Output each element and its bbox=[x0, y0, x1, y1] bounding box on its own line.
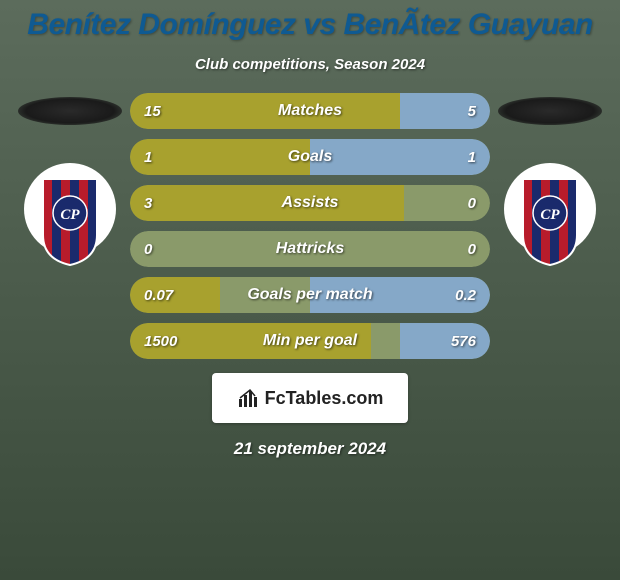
right-player-col: CP bbox=[490, 93, 610, 273]
stat-label: Goals per match bbox=[130, 277, 490, 313]
player-left-shadow bbox=[18, 97, 122, 125]
stat-value-right: 5 bbox=[468, 93, 476, 129]
player-right-shadow bbox=[498, 97, 602, 125]
brand-logo: FcTables.com bbox=[237, 387, 384, 409]
stat-row: 15Matches5 bbox=[130, 93, 490, 129]
stat-value-right: 0 bbox=[468, 231, 476, 267]
svg-text:CP: CP bbox=[540, 207, 560, 223]
stats-column: 15Matches51Goals13Assists00Hattricks00.0… bbox=[130, 93, 490, 359]
page-title: Benítez Domínguez vs BenÃ­tez Guayuan bbox=[27, 8, 592, 42]
stat-row: 0.07Goals per match0.2 bbox=[130, 277, 490, 313]
stat-row: 1500Min per goal576 bbox=[130, 323, 490, 359]
stat-row: 1Goals1 bbox=[130, 139, 490, 175]
stat-label: Matches bbox=[130, 93, 490, 129]
brand-badge[interactable]: FcTables.com bbox=[212, 373, 408, 423]
stat-value-right: 0 bbox=[468, 185, 476, 221]
club-badge-left: CP bbox=[24, 163, 116, 273]
main-row: CP 15Matches51Goals13Assists00Hattricks0… bbox=[0, 93, 620, 359]
stat-row: 0Hattricks0 bbox=[130, 231, 490, 267]
stat-value-right: 576 bbox=[451, 323, 476, 359]
stat-label: Assists bbox=[130, 185, 490, 221]
stat-label: Goals bbox=[130, 139, 490, 175]
stat-value-right: 0.2 bbox=[455, 277, 476, 313]
stat-row: 3Assists0 bbox=[130, 185, 490, 221]
stat-label: Min per goal bbox=[130, 323, 490, 359]
comparison-card: Benítez Domínguez vs BenÃ­tez Guayuan Cl… bbox=[0, 0, 620, 580]
date-text: 21 september 2024 bbox=[234, 439, 386, 459]
club-badge-right: CP bbox=[504, 163, 596, 273]
stat-value-right: 1 bbox=[468, 139, 476, 175]
page-subtitle: Club competitions, Season 2024 bbox=[195, 56, 425, 73]
brand-text: FcTables.com bbox=[265, 388, 384, 409]
svg-text:CP: CP bbox=[60, 207, 80, 223]
left-player-col: CP bbox=[10, 93, 130, 273]
chart-icon bbox=[237, 387, 259, 409]
stat-label: Hattricks bbox=[130, 231, 490, 267]
